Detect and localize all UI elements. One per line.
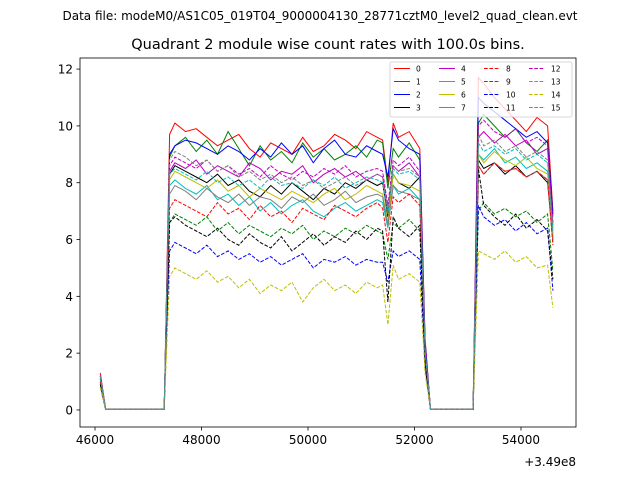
y-tick-label: 6 — [65, 233, 73, 247]
series-group — [99, 76, 554, 410]
series-line-3 — [99, 158, 554, 410]
legend-label-2: 2 — [416, 91, 421, 100]
legend-label-14: 14 — [551, 91, 561, 100]
legend-label-11: 11 — [506, 104, 516, 113]
legend-label-12: 12 — [551, 65, 561, 74]
suptitle: Data file: modeM0/AS1C05_019T04_90000041… — [62, 9, 577, 23]
x-tick-label: 54000 — [502, 433, 540, 447]
x-tick-label: 46000 — [76, 433, 114, 447]
x-tick-label: 48000 — [182, 433, 220, 447]
legend-label-1: 1 — [416, 78, 421, 87]
y-tick-label: 4 — [65, 290, 73, 304]
series-line-15 — [99, 134, 554, 410]
legend-label-9: 9 — [506, 78, 511, 87]
y-tick-label: 12 — [58, 63, 73, 77]
legend-label-8: 8 — [506, 65, 511, 74]
x-tick-label: 50000 — [289, 433, 327, 447]
legend-label-4: 4 — [461, 65, 466, 74]
y-tick-label: 8 — [65, 176, 73, 190]
legend-label-13: 13 — [551, 78, 561, 87]
series-line-8 — [99, 162, 554, 410]
legend-label-7: 7 — [461, 104, 466, 113]
legend-box — [389, 61, 573, 118]
series-line-13 — [99, 141, 554, 410]
legend-label-5: 5 — [461, 78, 466, 87]
legend-label-0: 0 — [416, 65, 421, 74]
y-tick-label: 10 — [58, 119, 73, 133]
legend-label-6: 6 — [461, 91, 466, 100]
x-offset-label: +3.49e8 — [524, 455, 576, 469]
x-axis: 46000 48000 50000 52000 54000 — [76, 427, 540, 447]
series-line-9 — [99, 201, 554, 410]
x-tick-label: 52000 — [395, 433, 433, 447]
series-line-14 — [99, 250, 554, 410]
legend-label-3: 3 — [416, 104, 421, 113]
plot-frame — [79, 57, 577, 428]
y-tick-label: 2 — [65, 347, 73, 361]
legend-label-15: 15 — [551, 104, 561, 113]
series-line-10 — [99, 205, 554, 410]
chart-title: Quadrant 2 module wise count rates with … — [131, 37, 525, 53]
series-line-4 — [99, 130, 554, 410]
y-axis: 0 2 4 6 8 10 12 — [58, 63, 80, 417]
y-tick-label: 0 — [65, 403, 73, 417]
legend-label-10: 10 — [506, 91, 516, 100]
series-line-11 — [99, 168, 554, 410]
